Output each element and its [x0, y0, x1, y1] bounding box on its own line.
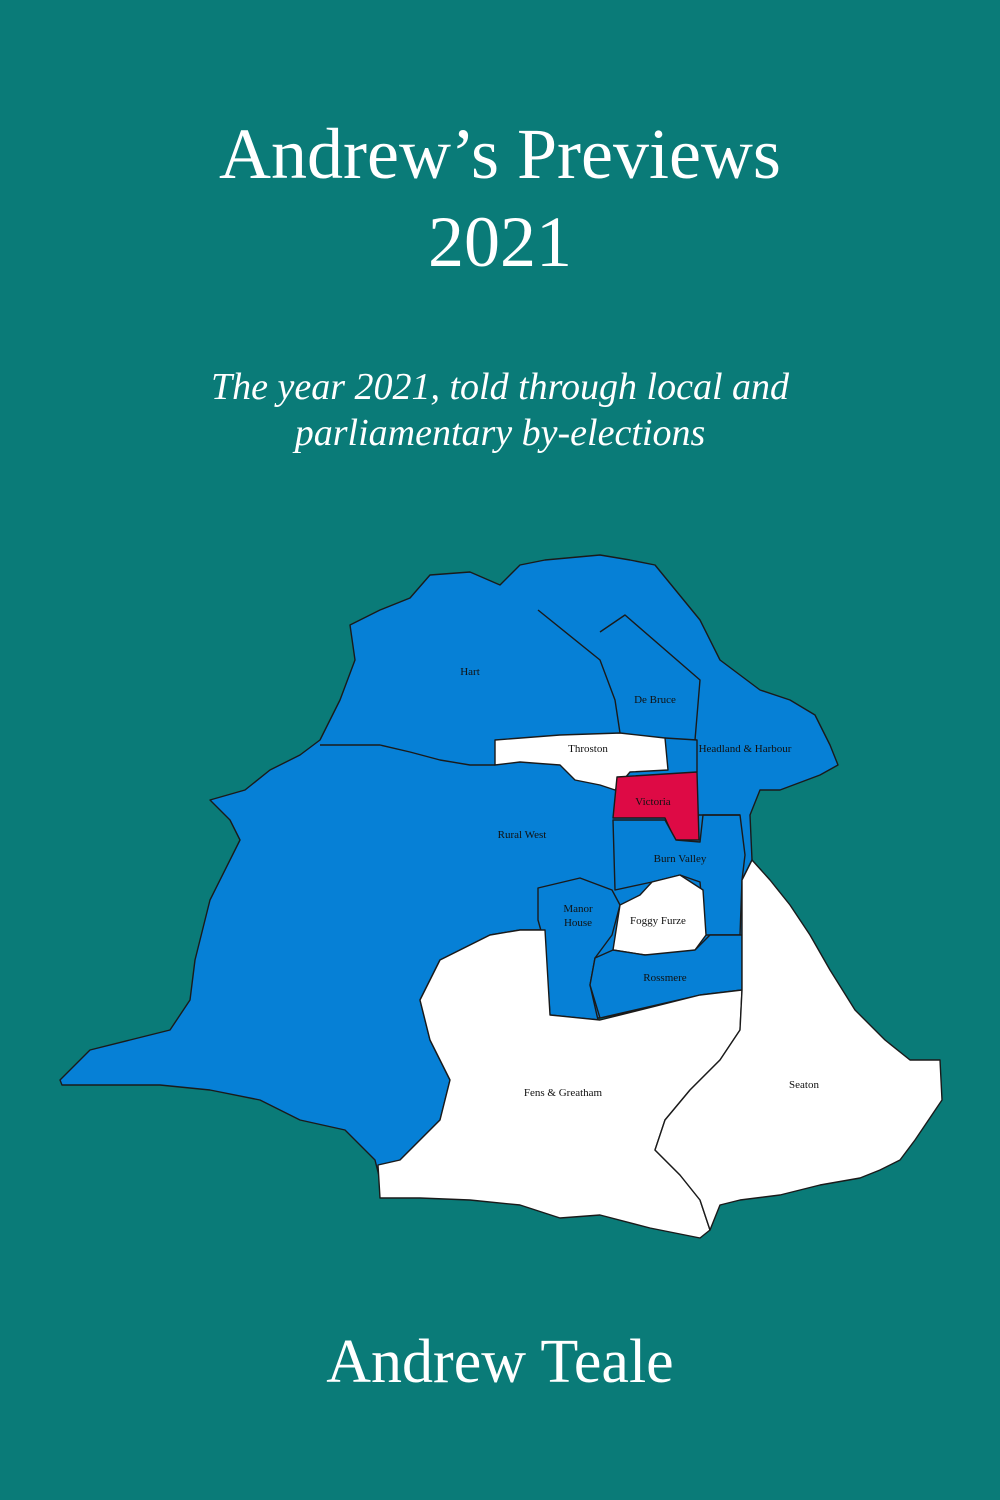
- ward-label-foggy-furze: Foggy Furze: [630, 915, 686, 927]
- ward-label-headland-harbour: Headland & Harbour: [699, 743, 792, 755]
- ward-label-throston: Throston: [568, 743, 608, 755]
- ward-label-de-bruce: De Bruce: [634, 694, 676, 706]
- ward-label-seaton: Seaton: [789, 1079, 819, 1091]
- ward-boundary-de-bruce: [537, 609, 621, 734]
- ward-label-manor-house: Manor: [563, 903, 593, 915]
- ward-label-victoria: Victoria: [635, 796, 670, 808]
- book-subtitle-continued: parliamentary by-elections: [294, 412, 706, 454]
- book-subtitle: The year 2021, told through local and: [210, 366, 790, 408]
- ward-label-hart: Hart: [460, 666, 480, 678]
- ward-boundary-de-bruce-east: [599, 614, 701, 741]
- ward-label-manor-house-2: House: [564, 917, 592, 929]
- ward-label-rossmere: Rossmere: [643, 972, 687, 984]
- ward-label-rural-west: Rural West: [498, 829, 547, 841]
- ward-boundary-rural-west: [320, 744, 495, 766]
- ward-label-burn-valley: Burn Valley: [654, 853, 707, 865]
- ward-boundary-headland: [664, 737, 698, 772]
- ward-label-fens-greatham: Fens & Greatham: [524, 1087, 603, 1099]
- ward-seaton: [654, 859, 943, 1231]
- book-author: Andrew Teale: [326, 1328, 674, 1396]
- book-title: Andrew’s Previews: [219, 114, 781, 194]
- book-title-year: 2021: [428, 202, 572, 282]
